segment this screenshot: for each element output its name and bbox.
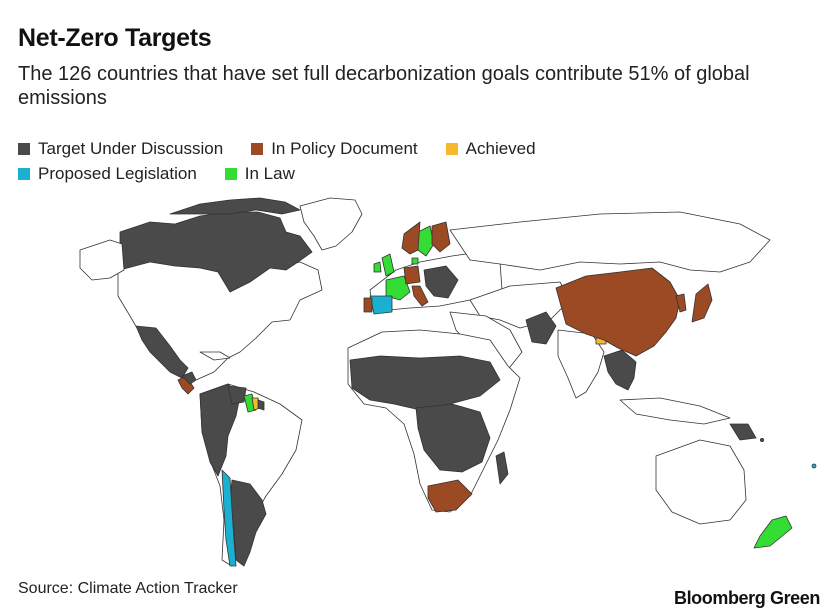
country-chile bbox=[221, 469, 237, 567]
legend-item-achieved: Achieved bbox=[445, 138, 536, 159]
country-madagascar bbox=[495, 451, 509, 485]
legend-item-proposed-legislation: Proposed Legislation bbox=[18, 164, 197, 184]
arctic-islands bbox=[169, 197, 301, 215]
source-note: Source: Climate Action Tracker bbox=[18, 580, 238, 597]
country-cuba bbox=[199, 351, 231, 361]
country-new-zealand bbox=[753, 515, 793, 549]
country-afghanistan bbox=[525, 311, 557, 345]
country-papua-new-guinea bbox=[729, 423, 757, 441]
country-norway bbox=[401, 221, 421, 255]
brand-logo: Bloomberg Green bbox=[673, 588, 820, 608]
country-germany bbox=[403, 265, 421, 285]
legend-swatch bbox=[18, 142, 30, 155]
country-canada bbox=[119, 211, 313, 293]
region-central-america bbox=[181, 371, 197, 385]
legend-item-in-policy-document: In Policy Document bbox=[251, 138, 418, 159]
region-eastern-europe bbox=[423, 265, 459, 299]
region-central-africa bbox=[415, 403, 491, 473]
country-france bbox=[385, 275, 411, 301]
country-french-guiana bbox=[257, 399, 265, 411]
legend-label: Proposed Legislation bbox=[38, 163, 197, 183]
legend-swatch bbox=[224, 167, 237, 180]
legend-item-target-under-discussion: Target Under Discussion bbox=[18, 139, 223, 159]
legend-label: Achieved bbox=[465, 138, 536, 158]
chart-subtitle: The 126 countries that have set full dec… bbox=[18, 63, 750, 109]
legend-label: Target Under Discussion bbox=[38, 138, 224, 158]
island-marshall bbox=[760, 437, 765, 442]
region-alaska bbox=[79, 239, 125, 281]
legend: Target Under Discussion In Policy Docume… bbox=[18, 136, 564, 186]
legend-swatch bbox=[251, 142, 264, 155]
island-fiji bbox=[811, 463, 817, 469]
country-russia bbox=[449, 211, 771, 273]
country-portugal bbox=[363, 297, 373, 313]
region-indonesia bbox=[619, 397, 731, 425]
country-venezuela bbox=[227, 385, 247, 405]
chart-title: Net-Zero Targets bbox=[18, 24, 212, 52]
region-southeast-asia bbox=[603, 349, 637, 391]
country-south-africa bbox=[427, 479, 473, 513]
country-korea bbox=[675, 293, 687, 313]
country-ireland bbox=[373, 261, 382, 273]
legend-label: In Policy Document bbox=[271, 138, 418, 158]
legend-swatch bbox=[445, 142, 458, 155]
country-spain bbox=[369, 295, 393, 315]
legend-swatch bbox=[18, 167, 30, 180]
region-north-america bbox=[117, 257, 323, 381]
country-china bbox=[555, 267, 681, 357]
region-sahel bbox=[349, 355, 501, 411]
country-uk bbox=[381, 253, 395, 277]
world-map bbox=[79, 197, 817, 567]
country-denmark bbox=[411, 257, 419, 265]
country-italy bbox=[411, 285, 429, 307]
country-japan bbox=[691, 283, 713, 323]
country-australia bbox=[655, 439, 747, 525]
legend-label: In Law bbox=[244, 163, 295, 183]
legend-item-in-law: In Law bbox=[224, 163, 295, 184]
country-greenland bbox=[299, 197, 363, 251]
country-finland bbox=[431, 221, 451, 253]
